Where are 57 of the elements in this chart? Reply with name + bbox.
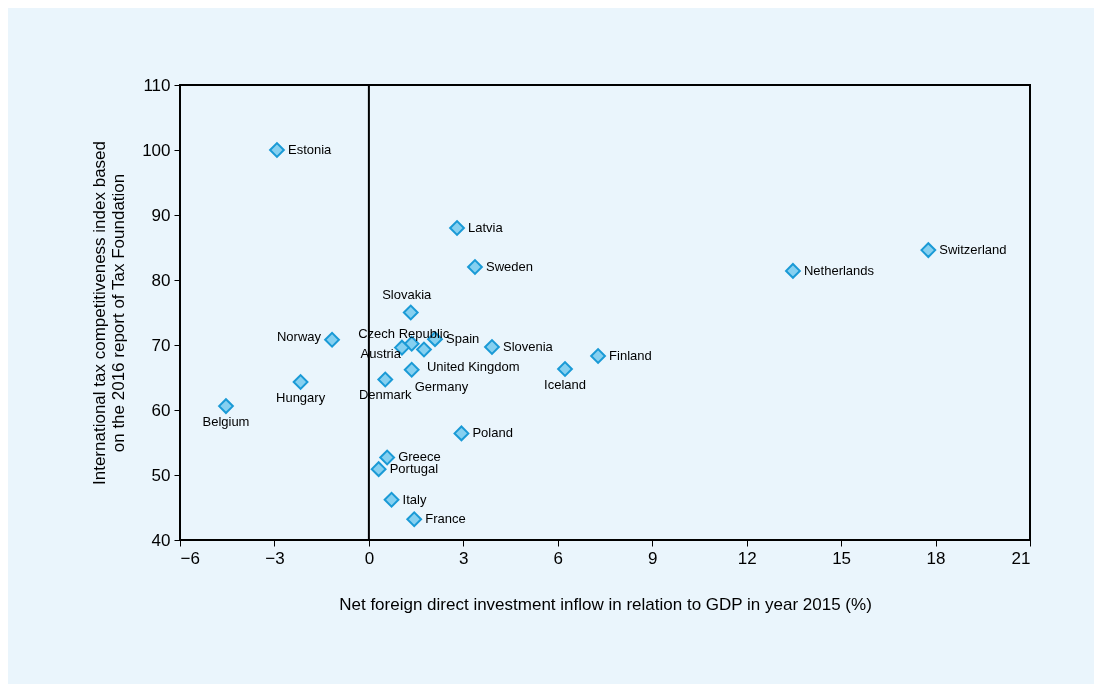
annotation: Netherlands <box>803 262 875 278</box>
y-tick-label: 90 <box>151 205 171 225</box>
x-tick-label: 12 <box>737 548 757 568</box>
point <box>379 449 396 466</box>
annotation: Poland <box>472 425 513 441</box>
point <box>370 461 387 478</box>
point <box>324 331 340 348</box>
x-tick-label: 9 <box>647 548 658 568</box>
point <box>406 511 423 528</box>
y-tick-label: 70 <box>151 335 171 355</box>
x-tick-label: 3 <box>459 548 469 568</box>
y-tick-label: 100 <box>142 140 171 160</box>
annotation: Slovakia <box>382 286 433 302</box>
point <box>590 348 606 364</box>
annotation: Finland <box>609 348 652 364</box>
point <box>484 339 500 355</box>
point <box>416 341 432 358</box>
x-tick-label: 0 <box>364 548 375 568</box>
x-tick-label: −3 <box>265 548 285 568</box>
annotation: Hungary <box>276 390 326 406</box>
point <box>453 425 470 442</box>
point <box>785 263 801 279</box>
annotation: Germany <box>414 378 469 394</box>
point <box>402 304 419 321</box>
x-tick-label: 15 <box>832 548 852 568</box>
point <box>920 242 937 258</box>
annotation: Slovenia <box>502 338 554 354</box>
x-tick-label: −6 <box>180 548 200 568</box>
point <box>218 398 234 414</box>
annotation: Sweden <box>485 259 533 274</box>
y-tick-label: 40 <box>151 530 171 550</box>
y-tick-label: 50 <box>151 465 171 485</box>
x-tick-label: 18 <box>926 548 946 568</box>
x-tick-label: 21 <box>1011 548 1031 568</box>
point <box>377 371 394 388</box>
annotation: United Kingdom <box>426 358 520 374</box>
point <box>403 361 420 378</box>
x-tick-label: 6 <box>553 548 564 568</box>
y-tick-label: 60 <box>151 400 171 420</box>
annotation: Iceland <box>544 377 586 393</box>
annotation: Latvia <box>468 220 504 235</box>
annotation: Switzerland <box>939 242 1007 258</box>
x-axis-title: Net foreign direct investment inflow in relation to GDP in year 2015 (%) <box>339 594 872 614</box>
point <box>292 374 309 390</box>
point <box>383 491 400 508</box>
annotation: Norway <box>276 328 322 344</box>
point <box>557 361 573 377</box>
annotation: Italy <box>402 491 427 507</box>
point <box>269 142 285 158</box>
annotation: France <box>425 511 466 527</box>
point <box>467 259 483 275</box>
y-tick-label: 80 <box>151 270 171 290</box>
y-tick-label: 110 <box>143 75 171 95</box>
annotation: Belgium <box>202 414 250 430</box>
point <box>449 220 465 236</box>
y-axis-title: International tax competitiveness index based on the 2016 report of Tax Foundation <box>90 141 129 485</box>
annotation: Estonia <box>287 142 333 157</box>
